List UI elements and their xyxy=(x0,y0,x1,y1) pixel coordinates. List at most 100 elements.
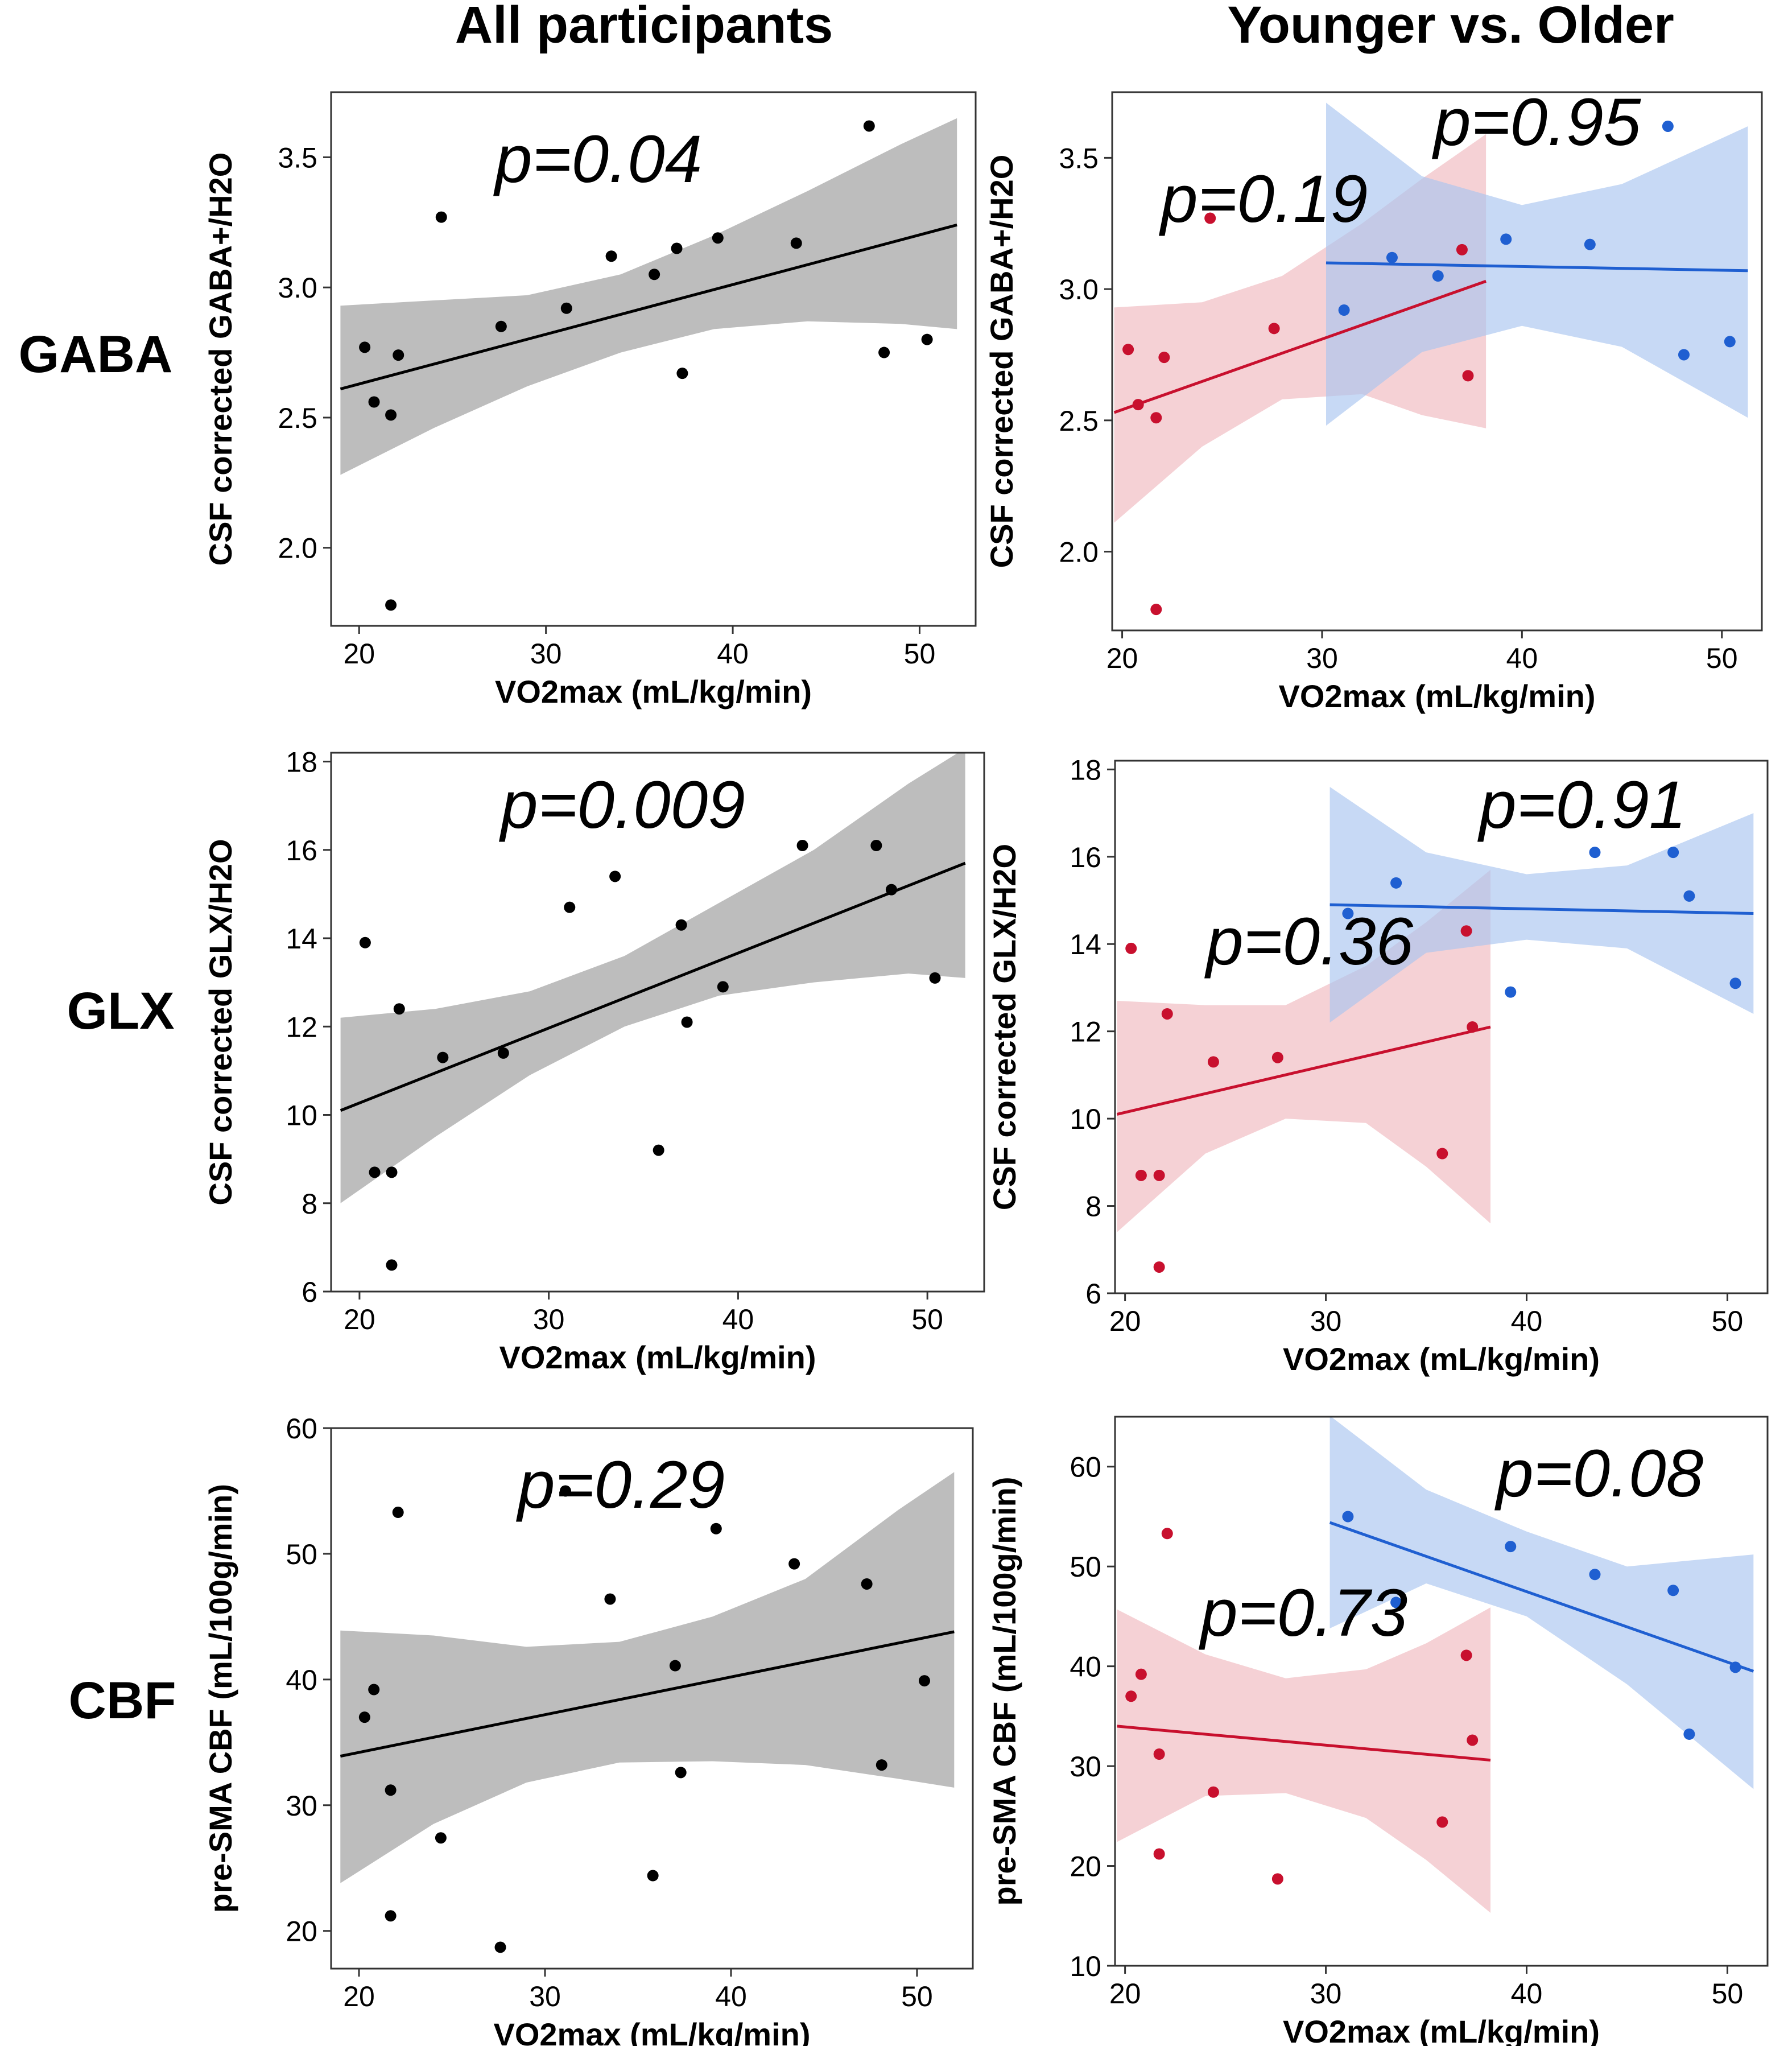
y-tick-label: 60 xyxy=(1070,1451,1101,1483)
data-point-older xyxy=(1667,847,1679,859)
data-point-all xyxy=(681,1016,693,1028)
p-value-annotation: p=0.08 xyxy=(1494,1436,1703,1511)
y-axis-label: CSF corrected GLX/H2O xyxy=(203,839,238,1205)
y-tick-label: 3.0 xyxy=(278,272,317,304)
y-tick-label: 40 xyxy=(1070,1651,1101,1683)
plot-frame xyxy=(1114,760,1769,1294)
data-point-all xyxy=(564,901,576,913)
x-tick-label: 20 xyxy=(343,1981,375,2012)
regression-line-younger xyxy=(1116,1025,1491,1116)
data-point-older xyxy=(1432,270,1444,282)
y-tick-label: 8 xyxy=(1085,1191,1101,1223)
column-title-younger-older: Younger vs. Older xyxy=(1227,0,1674,54)
y-tick-label: 20 xyxy=(286,1916,317,1948)
plot-frame xyxy=(330,752,985,1293)
confidence-band-younger xyxy=(1117,1607,1490,1913)
data-point-all xyxy=(358,1711,370,1723)
regression-line-younger xyxy=(1117,1725,1491,1762)
plot-frame xyxy=(1114,1416,1769,1967)
regression-line-all xyxy=(340,223,957,391)
x-axis-label: VO2max (mL/kg/min) xyxy=(499,1339,816,1375)
data-point-older xyxy=(1386,251,1398,263)
panel-2: 20 30 40 50 2.0 2.5 3.0 3.5 VO2max (mL/kg/min) CS… xyxy=(984,85,1763,714)
data-point-older xyxy=(1500,233,1512,245)
x-tick-label: 20 xyxy=(344,1304,375,1335)
p-value-annotation: p=0.04 xyxy=(493,122,702,197)
confidence-band-older xyxy=(1329,787,1754,1023)
y-tick-label: 12 xyxy=(286,1011,317,1043)
data-point-younger xyxy=(1135,1169,1147,1181)
data-point-all xyxy=(885,884,897,896)
confidence-band-all xyxy=(340,753,965,1203)
x-axis-label: VO2max (mL/kg/min) xyxy=(1283,2014,1600,2046)
p-value-annotation: p=0.29 xyxy=(516,1447,725,1523)
x-tick-label: 40 xyxy=(722,1304,754,1335)
data-point-younger xyxy=(1153,1169,1165,1181)
data-point-all xyxy=(386,1259,398,1271)
y-tick-label: 3.5 xyxy=(1059,142,1099,174)
data-point-all xyxy=(647,1870,659,1882)
regression-line-older xyxy=(1329,1521,1754,1673)
data-point-all xyxy=(863,120,875,132)
panel-4: 20 30 40 50 6 8 10 12 14 16 18 VO2max (mL/kg/min) CS… xyxy=(986,754,1769,1377)
row-label-glx: GLX xyxy=(67,982,174,1040)
data-point-all xyxy=(609,871,621,882)
data-point-all xyxy=(870,840,882,852)
panel-1: 20 30 40 50 2.0 2.5 3.0 3.5 VO2max (mL/kg/min) CS… xyxy=(203,91,977,710)
data-point-younger xyxy=(1460,925,1472,937)
data-point-all xyxy=(385,409,397,421)
data-point-all xyxy=(368,1684,380,1696)
y-tick-label: 10 xyxy=(286,1100,317,1132)
regression-line-older xyxy=(1326,261,1748,273)
data-point-older xyxy=(1683,890,1695,902)
x-axis-label: VO2max (mL/kg/min) xyxy=(1283,1341,1600,1377)
data-point-all xyxy=(918,1675,930,1687)
x-tick-label: 40 xyxy=(717,638,749,670)
y-axis-label: CSF corrected GABA+/H2O xyxy=(984,155,1019,568)
y-tick-label: 6 xyxy=(1085,1278,1101,1310)
data-point-all xyxy=(368,396,380,408)
data-point-all xyxy=(669,1660,681,1672)
x-tick-label: 50 xyxy=(904,638,936,670)
confidence-band-all xyxy=(340,1472,955,1883)
y-tick-label: 20 xyxy=(1070,1851,1101,1883)
regression-line-all xyxy=(340,861,966,1112)
y-tick-label: 16 xyxy=(286,835,317,867)
data-point-all xyxy=(675,1767,687,1779)
y-tick-label: 30 xyxy=(286,1790,317,1822)
data-point-all xyxy=(385,1784,397,1796)
data-point-all xyxy=(559,1485,571,1497)
data-point-younger xyxy=(1132,399,1144,411)
confidence-band-all xyxy=(340,118,957,475)
plot-area xyxy=(340,1472,955,1953)
plot-area xyxy=(1117,1417,1754,1913)
data-point-all xyxy=(392,1507,404,1519)
data-point-older xyxy=(1589,1569,1601,1581)
p-value-annotation: p=0.36 xyxy=(1204,904,1414,979)
data-point-older xyxy=(1338,304,1350,316)
data-point-all xyxy=(675,919,687,931)
y-tick-label: 14 xyxy=(286,923,317,955)
y-tick-label: 3.5 xyxy=(278,142,317,174)
data-point-younger xyxy=(1161,1528,1173,1540)
data-point-younger xyxy=(1153,1848,1165,1860)
x-tick-label: 50 xyxy=(1706,642,1738,674)
y-tick-label: 10 xyxy=(1070,1103,1101,1135)
data-point-all xyxy=(878,346,890,358)
row-label-cbf: CBF xyxy=(68,1672,176,1730)
plot-frame xyxy=(330,1427,974,1970)
plot-frame xyxy=(1111,91,1763,632)
panel-3: 20 30 40 50 6 8 10 12 14 16 18 VO2max (mL/kg/min) CS… xyxy=(203,746,985,1375)
x-tick-label: 20 xyxy=(1109,1978,1141,2010)
data-point-all xyxy=(861,1578,873,1590)
y-axis-label: pre-SMA CBF (mL/100g/min) xyxy=(986,1477,1022,1906)
data-point-all xyxy=(604,1593,616,1605)
data-point-all xyxy=(649,269,660,280)
regression-line-older xyxy=(1329,903,1754,915)
data-point-younger xyxy=(1467,1734,1479,1746)
data-point-older xyxy=(1505,1541,1517,1553)
data-point-all xyxy=(435,211,447,223)
x-tick-label: 40 xyxy=(1511,1978,1543,2010)
y-tick-label: 2.5 xyxy=(278,402,317,434)
panel-5: 20 30 40 50 20 30 40 50 60 VO2max (mL/kg/min) pre-… xyxy=(203,1413,974,2046)
